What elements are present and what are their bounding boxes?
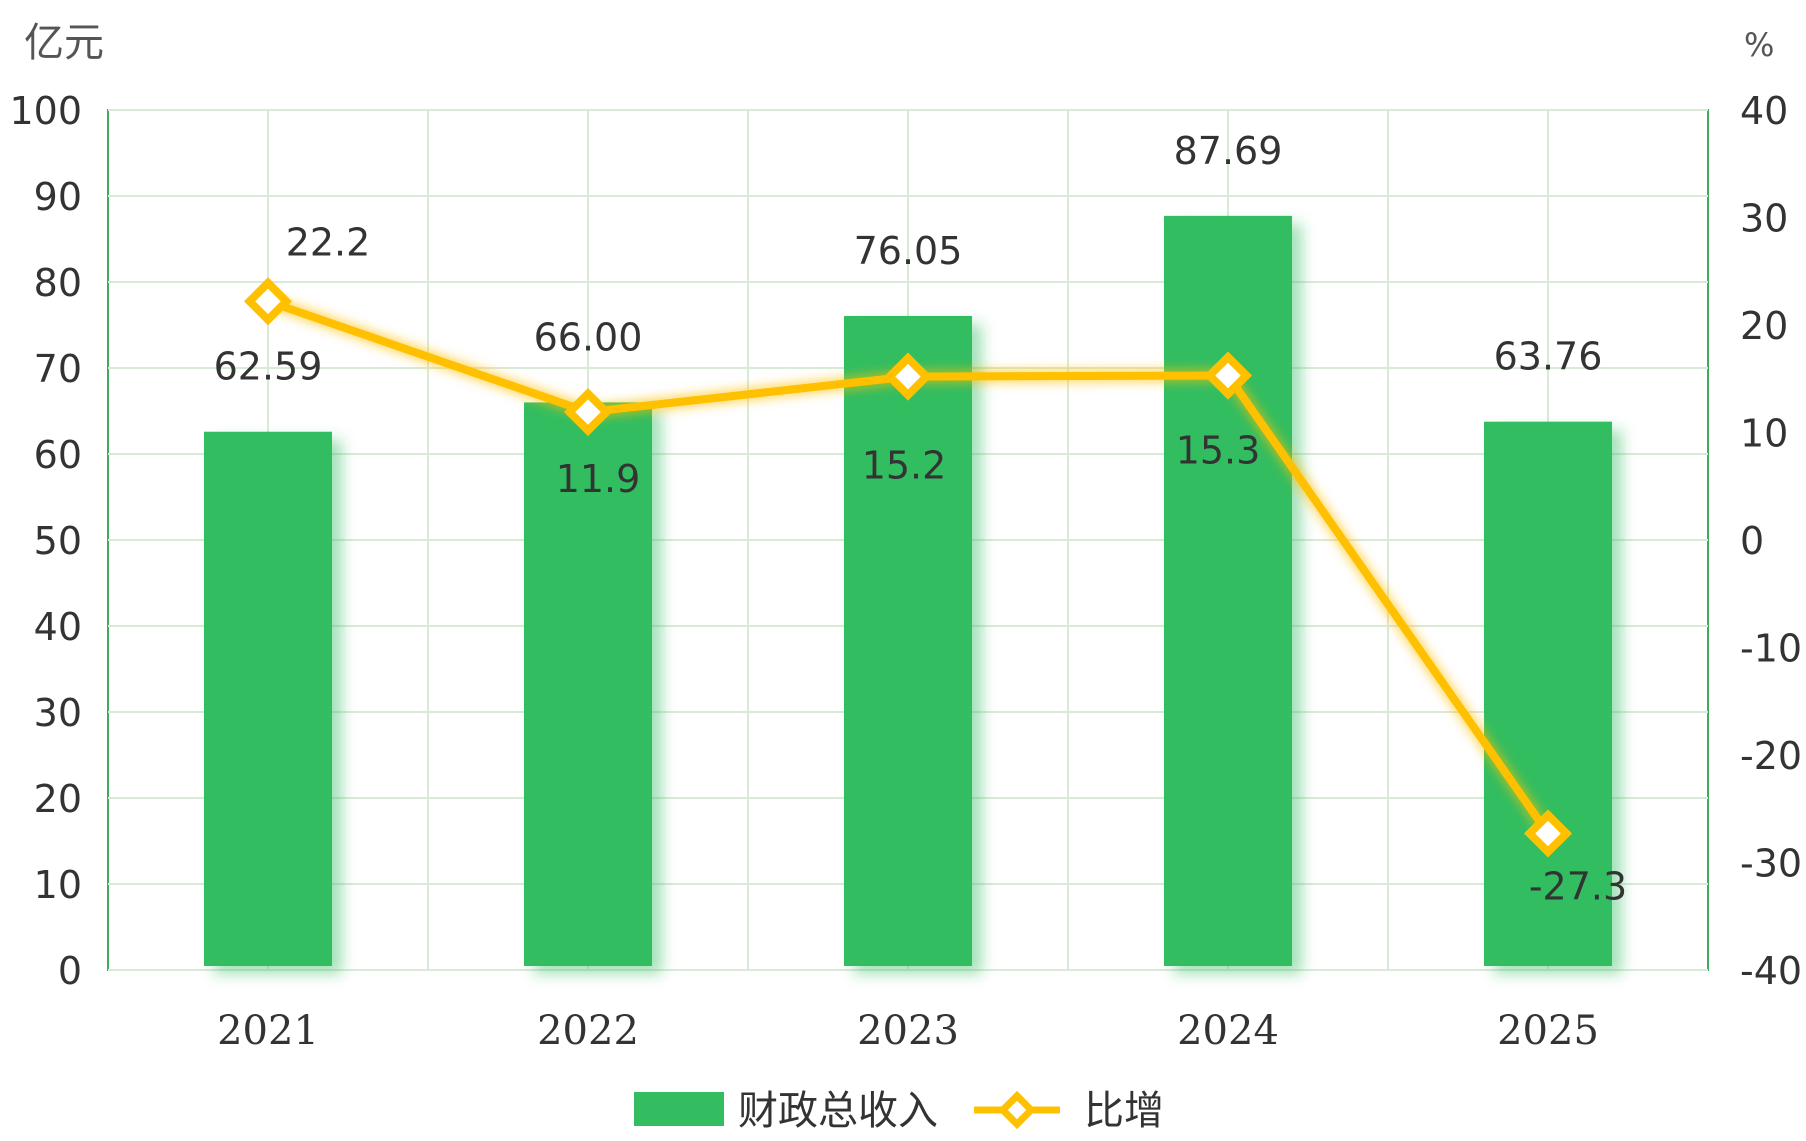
y-right-tick-label: -10 [1740,627,1802,671]
line-point-marker [1203,351,1253,400]
line-point-marker [563,388,613,437]
y-left-tick-label: 60 [34,433,82,477]
y-right-tick-label: -30 [1740,842,1802,886]
y-left-tick-label: 50 [34,519,82,563]
y-right-tick-label: 10 [1740,412,1788,456]
y-right-axis: -40 -30 -20 -10 0 10 20 30 40 [1740,89,1802,993]
y-right-tick-label: 40 [1740,89,1788,133]
y-left-tick-label: 10 [34,863,82,907]
bar-series-group [204,215,1612,967]
bar [1484,421,1612,966]
y-left-tick-label: 80 [34,261,82,305]
y-left-tick-label: 20 [34,777,82,821]
line-point-marker [883,352,933,401]
y-right-tick-label: 30 [1740,197,1788,241]
y-left-tick-label: 30 [34,691,82,735]
y-right-tick-label: 20 [1740,304,1788,348]
y-right-unit-label: % [1744,26,1774,64]
legend-label-bar: 财政总收入 [738,1088,938,1134]
y-left-tick-label: 100 [9,89,82,133]
line-label-group: 22.2 11.9 15.2 15.3 -27.3 [286,220,1627,908]
y-left-tick-label: 70 [34,347,82,391]
legend-swatch-bar [634,1092,724,1126]
line-value-label: 11.9 [556,457,641,501]
y-right-tick-label: 0 [1740,519,1764,563]
bar [1164,215,1292,967]
x-tick-label: 2024 [1177,1008,1279,1054]
grid [108,109,1708,971]
x-tick-label: 2025 [1497,1008,1599,1054]
bar-value-label: 62.59 [214,345,323,389]
bar [204,431,332,966]
x-tick-label: 2022 [537,1008,639,1054]
bar-value-label: 87.69 [1174,129,1283,173]
bar-value-label: 76.05 [854,229,963,273]
y-left-tick-label: 0 [58,949,82,993]
y-left-tick-label: 90 [34,175,82,219]
y-left-unit-label: 亿元 [24,20,104,66]
bar [844,315,972,967]
line-value-label: 15.2 [862,444,947,488]
line-value-label: 22.2 [286,220,371,264]
x-tick-label: 2021 [217,1008,319,1054]
y-right-tick-label: -40 [1740,949,1802,993]
y-left-tick-label: 40 [34,605,82,649]
legend: 财政总收入 比增 [634,1088,1164,1134]
x-tick-label: 2023 [857,1008,959,1054]
line-value-label: -27.3 [1529,864,1627,908]
line-point-marker [243,277,293,326]
bar [524,402,652,966]
bar-value-label: 66.00 [534,315,643,359]
bar-label-group: 62.59 66.00 76.05 87.69 63.76 [214,129,1603,389]
line-series-group [243,277,1573,858]
line-point-marker [1523,809,1573,858]
legend-marker-icon [997,1090,1037,1130]
line-value-label: 15.3 [1176,429,1261,473]
x-axis: 2021 2022 2023 2024 2025 [217,1008,1599,1054]
y-left-axis: 0 10 20 30 40 50 60 70 80 90 100 [9,89,82,993]
y-right-tick-label: -20 [1740,734,1802,778]
legend-label-line: 比增 [1084,1088,1164,1134]
bar-value-label: 63.76 [1494,335,1603,379]
